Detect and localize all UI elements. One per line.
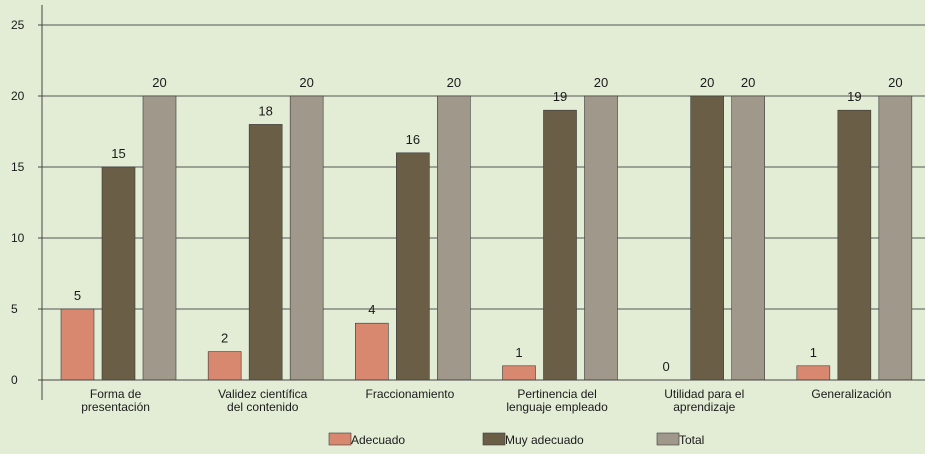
bar-total	[142, 95, 177, 381]
bar-total	[289, 95, 324, 381]
data-label: 5	[74, 288, 81, 303]
legend-label: Muy adecuado	[505, 433, 584, 447]
legend-label: Adecuado	[351, 433, 405, 447]
data-label: 16	[406, 132, 420, 147]
bar-adecuado	[355, 322, 389, 381]
bar-muy-adecuado	[543, 109, 577, 381]
x-category-label: Forma de presentación	[81, 387, 150, 414]
data-label: 20	[741, 75, 755, 90]
data-label: 0	[663, 359, 670, 374]
data-label: 20	[888, 75, 902, 90]
data-label: 20	[700, 75, 714, 90]
bar-adecuado	[502, 365, 536, 381]
legend: Adecuado Muy adecuado Total	[328, 432, 704, 447]
data-label: 18	[258, 103, 272, 118]
legend-label: Total	[679, 433, 704, 447]
bar-muy-adecuado	[248, 124, 283, 381]
y-tick-label: 5	[11, 302, 18, 316]
bar-adecuado	[796, 365, 831, 381]
bar-muy-adecuado	[101, 166, 136, 381]
y-tick-label: 20	[11, 89, 25, 103]
x-category-label: Utilidad para el aprendizaje	[664, 387, 744, 414]
axis-layer	[38, 5, 925, 400]
y-tick-label: 10	[11, 231, 25, 245]
legend-swatch-adecuado	[328, 432, 352, 446]
bars-layer	[60, 95, 913, 381]
x-category-label: Pertinencia del lenguaje empleado	[506, 387, 608, 414]
data-label: 20	[594, 75, 608, 90]
bar-muy-adecuado	[837, 109, 872, 381]
y-tick-label: 15	[11, 160, 25, 174]
bar-total	[731, 95, 765, 381]
x-category-label: Fraccionamiento	[366, 387, 455, 401]
legend-swatch-total	[656, 432, 680, 446]
grid-layer	[42, 24, 925, 310]
data-label: 19	[553, 89, 567, 104]
data-label: 20	[152, 75, 166, 90]
data-label: 20	[447, 75, 461, 90]
bar-muy-adecuado	[396, 152, 430, 381]
data-label: 1	[515, 345, 522, 360]
legend-swatch-muy-adecuado	[482, 432, 506, 446]
y-tick-label: 0	[11, 373, 18, 387]
bar-muy-adecuado	[690, 95, 724, 381]
data-label: 19	[847, 89, 861, 104]
bar-total	[878, 95, 913, 381]
x-category-label: Validez científica del contenido	[218, 387, 307, 414]
data-label: 1	[810, 345, 817, 360]
bar-total	[584, 95, 618, 381]
data-label: 20	[299, 75, 313, 90]
data-label: 4	[368, 302, 375, 317]
bar-adecuado	[207, 351, 242, 381]
y-tick-label: 25	[11, 18, 25, 32]
bar-adecuado	[60, 308, 95, 381]
data-label: 15	[111, 146, 125, 161]
x-category-label: Generalización	[811, 387, 891, 401]
bar-total	[437, 95, 471, 381]
data-label: 2	[221, 331, 228, 346]
